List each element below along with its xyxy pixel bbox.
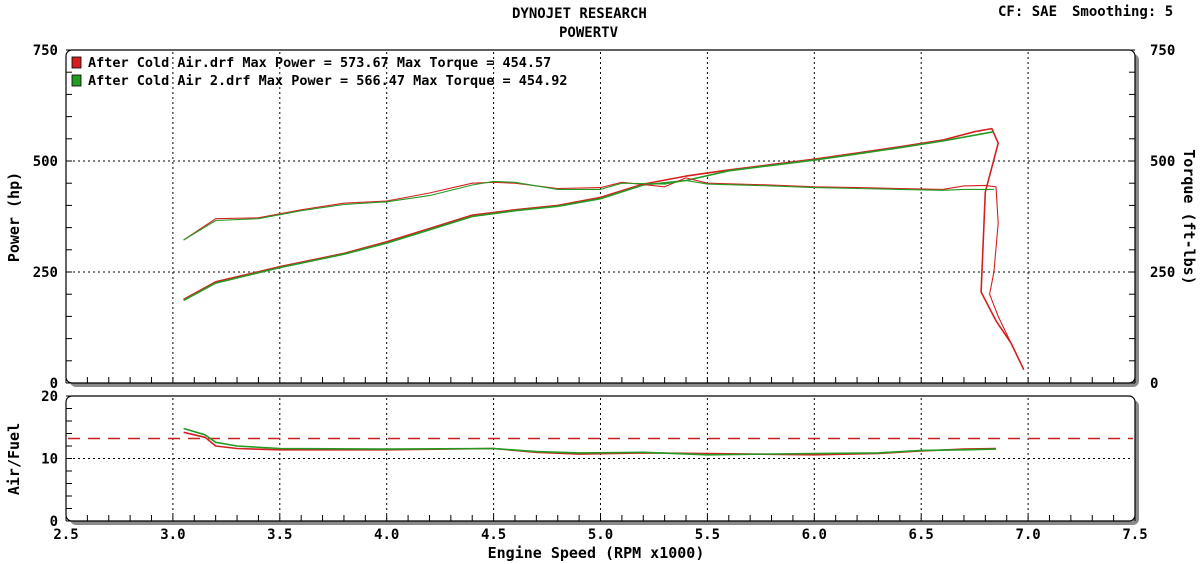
airfuel-line [183,427,997,456]
correction-factor-label: CF: SAE [998,4,1058,20]
x-tick-label: 7.0 [1015,527,1040,543]
power-y-tick-label: 750 [33,43,58,59]
legend-swatch [71,56,82,69]
power-y-tick-label: 0 [50,376,58,392]
power-line [183,130,995,302]
x-tick-label: 5.5 [695,527,720,543]
x-tick-label: 3.0 [160,527,185,543]
smoothing-label: Smoothing: 5 [1072,4,1174,20]
chart-subtitle: POWERTV [559,25,619,41]
legend-swatch [71,74,82,87]
legend-entry: After Cold Air 2.drf Max Power = 566.47 … [88,73,568,89]
x-axis-label: Engine Speed (RPM x1000) [488,544,705,562]
legend-entry: After Cold Air.drf Max Power = 573.67 Ma… [88,55,551,71]
x-tick-label: 5.0 [588,527,613,543]
torque-line [183,177,1025,370]
power-line [183,127,1025,371]
torque-y-tick-label: 250 [1150,265,1175,281]
torque-line [183,179,994,241]
torque-axis-label: Torque (ft-lbs) [1180,149,1198,284]
x-tick-label: 6.0 [802,527,827,543]
x-tick-label: 2.5 [53,527,78,543]
airfuel-y-tick-label: 20 [41,389,58,405]
power-y-tick-label: 500 [33,154,58,170]
torque-y-tick-label: 500 [1150,154,1175,170]
x-tick-label: 4.5 [481,527,506,543]
x-tick-label: 6.5 [909,527,934,543]
torque-y-tick-label: 0 [1150,376,1158,392]
x-tick-label: 4.0 [374,527,399,543]
x-tick-label: 7.5 [1122,527,1147,543]
torque-y-tick-label: 750 [1150,43,1175,59]
x-tick-label: 3.5 [267,527,292,543]
airfuel-axis-label: Air/Fuel [5,423,23,495]
airfuel-y-tick-label: 10 [41,452,58,468]
airfuel-y-tick-label: 0 [50,514,58,530]
power-axis-label: Power (hp) [5,172,23,262]
chart-title: DYNOJET RESEARCH [512,6,647,22]
power-y-tick-label: 250 [33,265,58,281]
